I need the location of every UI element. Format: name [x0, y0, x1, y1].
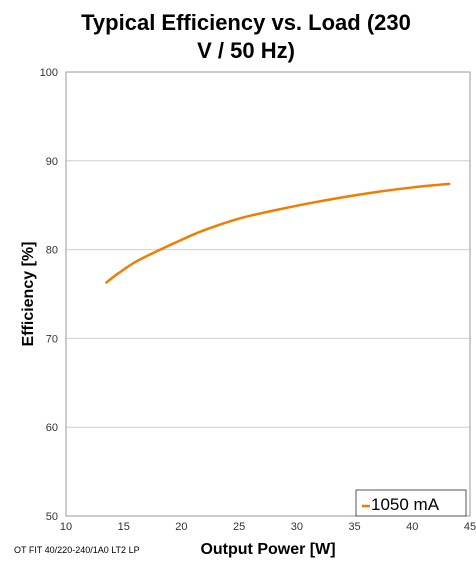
legend-entry-1050-ma: 1050 mA	[371, 495, 440, 514]
legend-box	[355, 489, 467, 517]
x-tick-label-10: 10	[60, 521, 72, 533]
legend: 1050 mA	[355, 489, 467, 517]
x-tick-label-40: 40	[406, 521, 418, 533]
y-tick-label-100: 100	[40, 67, 58, 79]
y-axis-label: Efficiency [%]	[20, 242, 37, 347]
series-line-0	[105, 182, 451, 284]
x-tick-label-15: 15	[118, 521, 130, 533]
x-tick-label-25: 25	[233, 521, 245, 533]
y-tick-label-70: 70	[46, 333, 58, 345]
y-tick-label-60: 60	[46, 422, 58, 434]
footnote-model: OT FIT 40/220-240/1A0 LT2 LP	[14, 545, 140, 555]
x-tick-label-20: 20	[175, 521, 187, 533]
chart-title-line-1: Typical Efficiency vs. Load (230	[81, 10, 411, 35]
grid-lines	[66, 160, 470, 428]
y-tick-label-80: 80	[46, 245, 58, 257]
plot-frame	[65, 71, 471, 517]
x-tick-label-45: 45	[464, 521, 476, 533]
series-layer	[105, 182, 451, 284]
x-tick-label-30: 30	[291, 521, 303, 533]
tick-labels: 50 60 70 80 90 100 10 15 20 25 30 35 40 45	[40, 67, 476, 533]
x-axis-label: Output Power [W]	[200, 541, 335, 558]
y-tick-label-90: 90	[46, 156, 58, 168]
y-tick-label-50: 50	[46, 511, 58, 523]
chart-title-line-2: V / 50 Hz)	[197, 38, 295, 63]
x-tick-label-35: 35	[348, 521, 360, 533]
